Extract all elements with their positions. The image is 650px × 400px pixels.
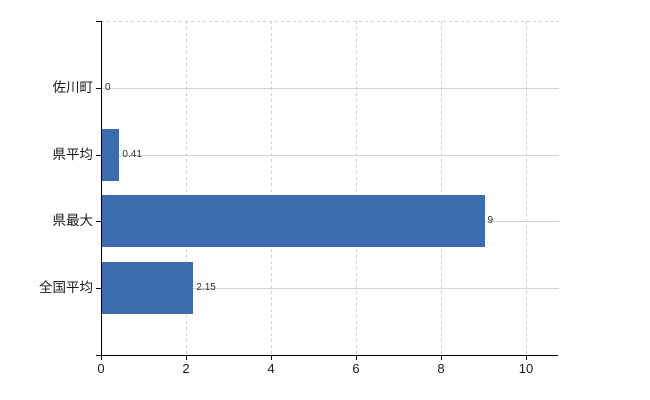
bar-value-label: 0 bbox=[105, 81, 111, 93]
bar-value-label: 9 bbox=[487, 215, 494, 227]
category-label: 佐川町 bbox=[52, 79, 94, 95]
gridline-horizontal bbox=[101, 87, 559, 89]
bar-value-label: 0.41 bbox=[122, 148, 142, 160]
category-label: 県最大 bbox=[52, 213, 94, 229]
gridline-vertical bbox=[271, 21, 272, 355]
x-axis-tick bbox=[441, 355, 442, 360]
gridline-vertical bbox=[186, 21, 187, 355]
bar bbox=[102, 128, 120, 181]
gridline-vertical bbox=[356, 21, 357, 355]
y-axis-tick bbox=[96, 288, 101, 290]
gridline-top-dashed bbox=[101, 21, 559, 22]
y-axis-tick bbox=[96, 154, 101, 156]
x-axis-tick bbox=[186, 355, 187, 360]
x-axis-tick bbox=[101, 355, 102, 360]
x-axis-tick-label: 6 bbox=[352, 361, 360, 376]
bar-value-label: 2.15 bbox=[196, 282, 216, 294]
x-axis-tick-label: 10 bbox=[518, 361, 534, 376]
y-axis-tick bbox=[96, 87, 101, 89]
bar bbox=[102, 262, 194, 315]
y-axis-line bbox=[101, 21, 102, 356]
gridline-vertical bbox=[526, 21, 527, 355]
x-axis-tick-label: 2 bbox=[182, 361, 190, 376]
x-axis-tick bbox=[356, 355, 357, 360]
x-axis-tick bbox=[526, 355, 527, 360]
category-label: 全国平均 bbox=[39, 280, 93, 296]
x-axis-tick-label: 0 bbox=[97, 361, 105, 376]
x-axis-tick-label: 4 bbox=[267, 361, 275, 376]
y-axis-tick bbox=[96, 221, 101, 223]
category-label: 県平均 bbox=[52, 146, 94, 162]
y-axis-top-tick bbox=[96, 21, 101, 22]
gridline-horizontal bbox=[101, 288, 559, 290]
gridline-horizontal bbox=[101, 154, 559, 156]
gridline-vertical bbox=[441, 21, 442, 355]
bar bbox=[102, 195, 485, 248]
x-axis-tick-label: 8 bbox=[437, 361, 445, 376]
x-axis-line bbox=[96, 355, 558, 356]
x-axis-tick bbox=[271, 355, 272, 360]
